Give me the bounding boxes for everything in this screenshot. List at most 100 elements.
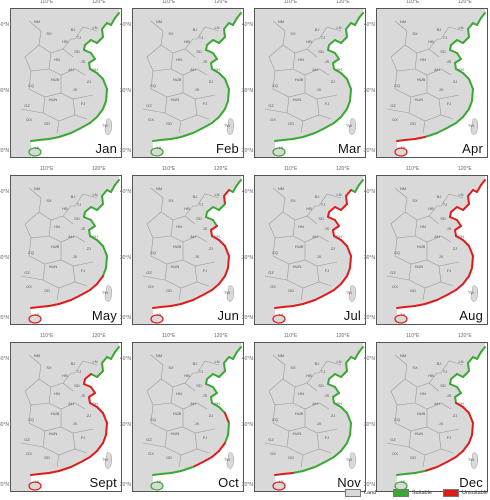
coast-segment bbox=[212, 373, 220, 378]
coast-segment bbox=[210, 392, 218, 404]
region-label: NM bbox=[278, 186, 284, 191]
latitude-label: 20°N bbox=[363, 315, 375, 321]
region-label: ZJ bbox=[87, 413, 91, 418]
month-label: Apr bbox=[462, 141, 483, 156]
coast-segment bbox=[236, 179, 242, 186]
coast-segment bbox=[205, 39, 214, 51]
latitude-label: 30°N bbox=[0, 422, 9, 428]
region-label: HUB bbox=[417, 411, 426, 416]
latitude-label: 20°N bbox=[0, 148, 9, 154]
latitude-label: 40°N bbox=[119, 356, 131, 362]
latitude-label: 40°N bbox=[119, 22, 131, 28]
latitude-label: 40°N bbox=[119, 189, 131, 195]
coast-segment bbox=[90, 39, 98, 44]
region-label: GD bbox=[410, 455, 416, 460]
region-label: HUB bbox=[295, 77, 304, 82]
region-label: NM bbox=[400, 19, 406, 24]
island-hainan-coast bbox=[394, 314, 408, 324]
longitude-label: 110°E bbox=[162, 333, 176, 339]
longitude-label: 120°E bbox=[458, 333, 472, 339]
region-label: GD bbox=[166, 455, 172, 460]
coast-segment bbox=[414, 136, 426, 140]
coast-segment bbox=[83, 39, 92, 51]
region-label: HUB bbox=[417, 77, 426, 82]
region-label: BJ bbox=[315, 361, 320, 366]
coast-segment bbox=[210, 225, 218, 237]
region-label: SH bbox=[336, 67, 342, 72]
province-border bbox=[394, 187, 440, 225]
province-border bbox=[194, 265, 198, 283]
coast-segment bbox=[30, 472, 50, 476]
month-label: Aug bbox=[459, 308, 483, 323]
coast-segment bbox=[327, 39, 336, 51]
coast-segment bbox=[462, 203, 470, 211]
coast-segment bbox=[102, 245, 108, 257]
coast-segment bbox=[414, 303, 426, 307]
coast-segment bbox=[274, 305, 294, 309]
province-border bbox=[24, 44, 50, 72]
coast-segment bbox=[449, 206, 458, 218]
region-label: NM bbox=[156, 353, 162, 358]
region-label: SX bbox=[290, 31, 296, 36]
province-border bbox=[272, 237, 338, 267]
month-label: Jun bbox=[217, 308, 239, 323]
region-label: SX bbox=[168, 31, 174, 36]
province-border bbox=[62, 38, 75, 50]
coast-segment bbox=[211, 235, 220, 241]
province-border bbox=[142, 442, 166, 448]
region-label: GD bbox=[44, 288, 50, 293]
coast-segment bbox=[48, 470, 60, 474]
region-label: HI bbox=[279, 145, 283, 150]
latitude-label: 40°N bbox=[241, 356, 253, 362]
coast-segment bbox=[354, 17, 360, 26]
month-label: Oct bbox=[218, 475, 239, 490]
region-label: CQ bbox=[150, 250, 156, 255]
coast-segment bbox=[224, 422, 230, 444]
island-hainan-coast bbox=[150, 481, 164, 491]
region-label: GZ bbox=[390, 437, 396, 442]
region-label: GZ bbox=[390, 103, 396, 108]
coast-segment bbox=[101, 189, 108, 205]
province-border bbox=[20, 442, 44, 448]
coast-segment bbox=[449, 49, 458, 54]
province-border bbox=[318, 360, 342, 374]
region-label: HI bbox=[157, 479, 161, 484]
region-label: HN bbox=[420, 224, 426, 229]
province-border bbox=[184, 372, 197, 384]
coast-segment bbox=[340, 108, 348, 118]
region-label: GZ bbox=[24, 270, 30, 275]
region-label: JS bbox=[325, 59, 330, 64]
map-frame: BJ TJ HB SX NM LN SD HN JS AH SH ZJ JX FJ HUB HUN GD GX HI… bbox=[10, 8, 122, 158]
province-border bbox=[146, 211, 172, 239]
region-label: SX bbox=[168, 198, 174, 203]
coast-segment bbox=[192, 122, 213, 134]
longitude-label: 110°E bbox=[162, 0, 176, 5]
coast-segment bbox=[30, 305, 50, 309]
coast-segment bbox=[180, 299, 194, 305]
province-border bbox=[146, 44, 172, 72]
region-label: FJ bbox=[447, 435, 451, 440]
coast-segment bbox=[205, 49, 214, 54]
region-label: HUN bbox=[49, 97, 58, 102]
region-label: TJ bbox=[199, 369, 203, 374]
longitude-label: 120°E bbox=[214, 0, 228, 5]
region-label: HI bbox=[401, 312, 405, 317]
coast-segment bbox=[462, 108, 470, 118]
region-label: SX bbox=[46, 31, 52, 36]
map-frame: BJ TJ HB SX NM LN SD HN JS AH SH ZJ JX FJ HUB HUN GD GX HI… bbox=[132, 342, 244, 492]
region-label: TW bbox=[346, 457, 352, 462]
region-label: CQ bbox=[272, 250, 278, 255]
coast-segment bbox=[224, 412, 230, 424]
coast-segment bbox=[212, 39, 220, 44]
coast-segment bbox=[218, 442, 226, 452]
region-label: GD bbox=[166, 121, 172, 126]
province-border bbox=[300, 454, 304, 468]
region-label: HB bbox=[428, 206, 434, 211]
region-label: ZJ bbox=[209, 246, 213, 251]
coast-segment bbox=[456, 373, 464, 378]
region-label: HI bbox=[279, 479, 283, 484]
month-label: May bbox=[91, 308, 117, 323]
region-label: CQ bbox=[272, 83, 278, 88]
